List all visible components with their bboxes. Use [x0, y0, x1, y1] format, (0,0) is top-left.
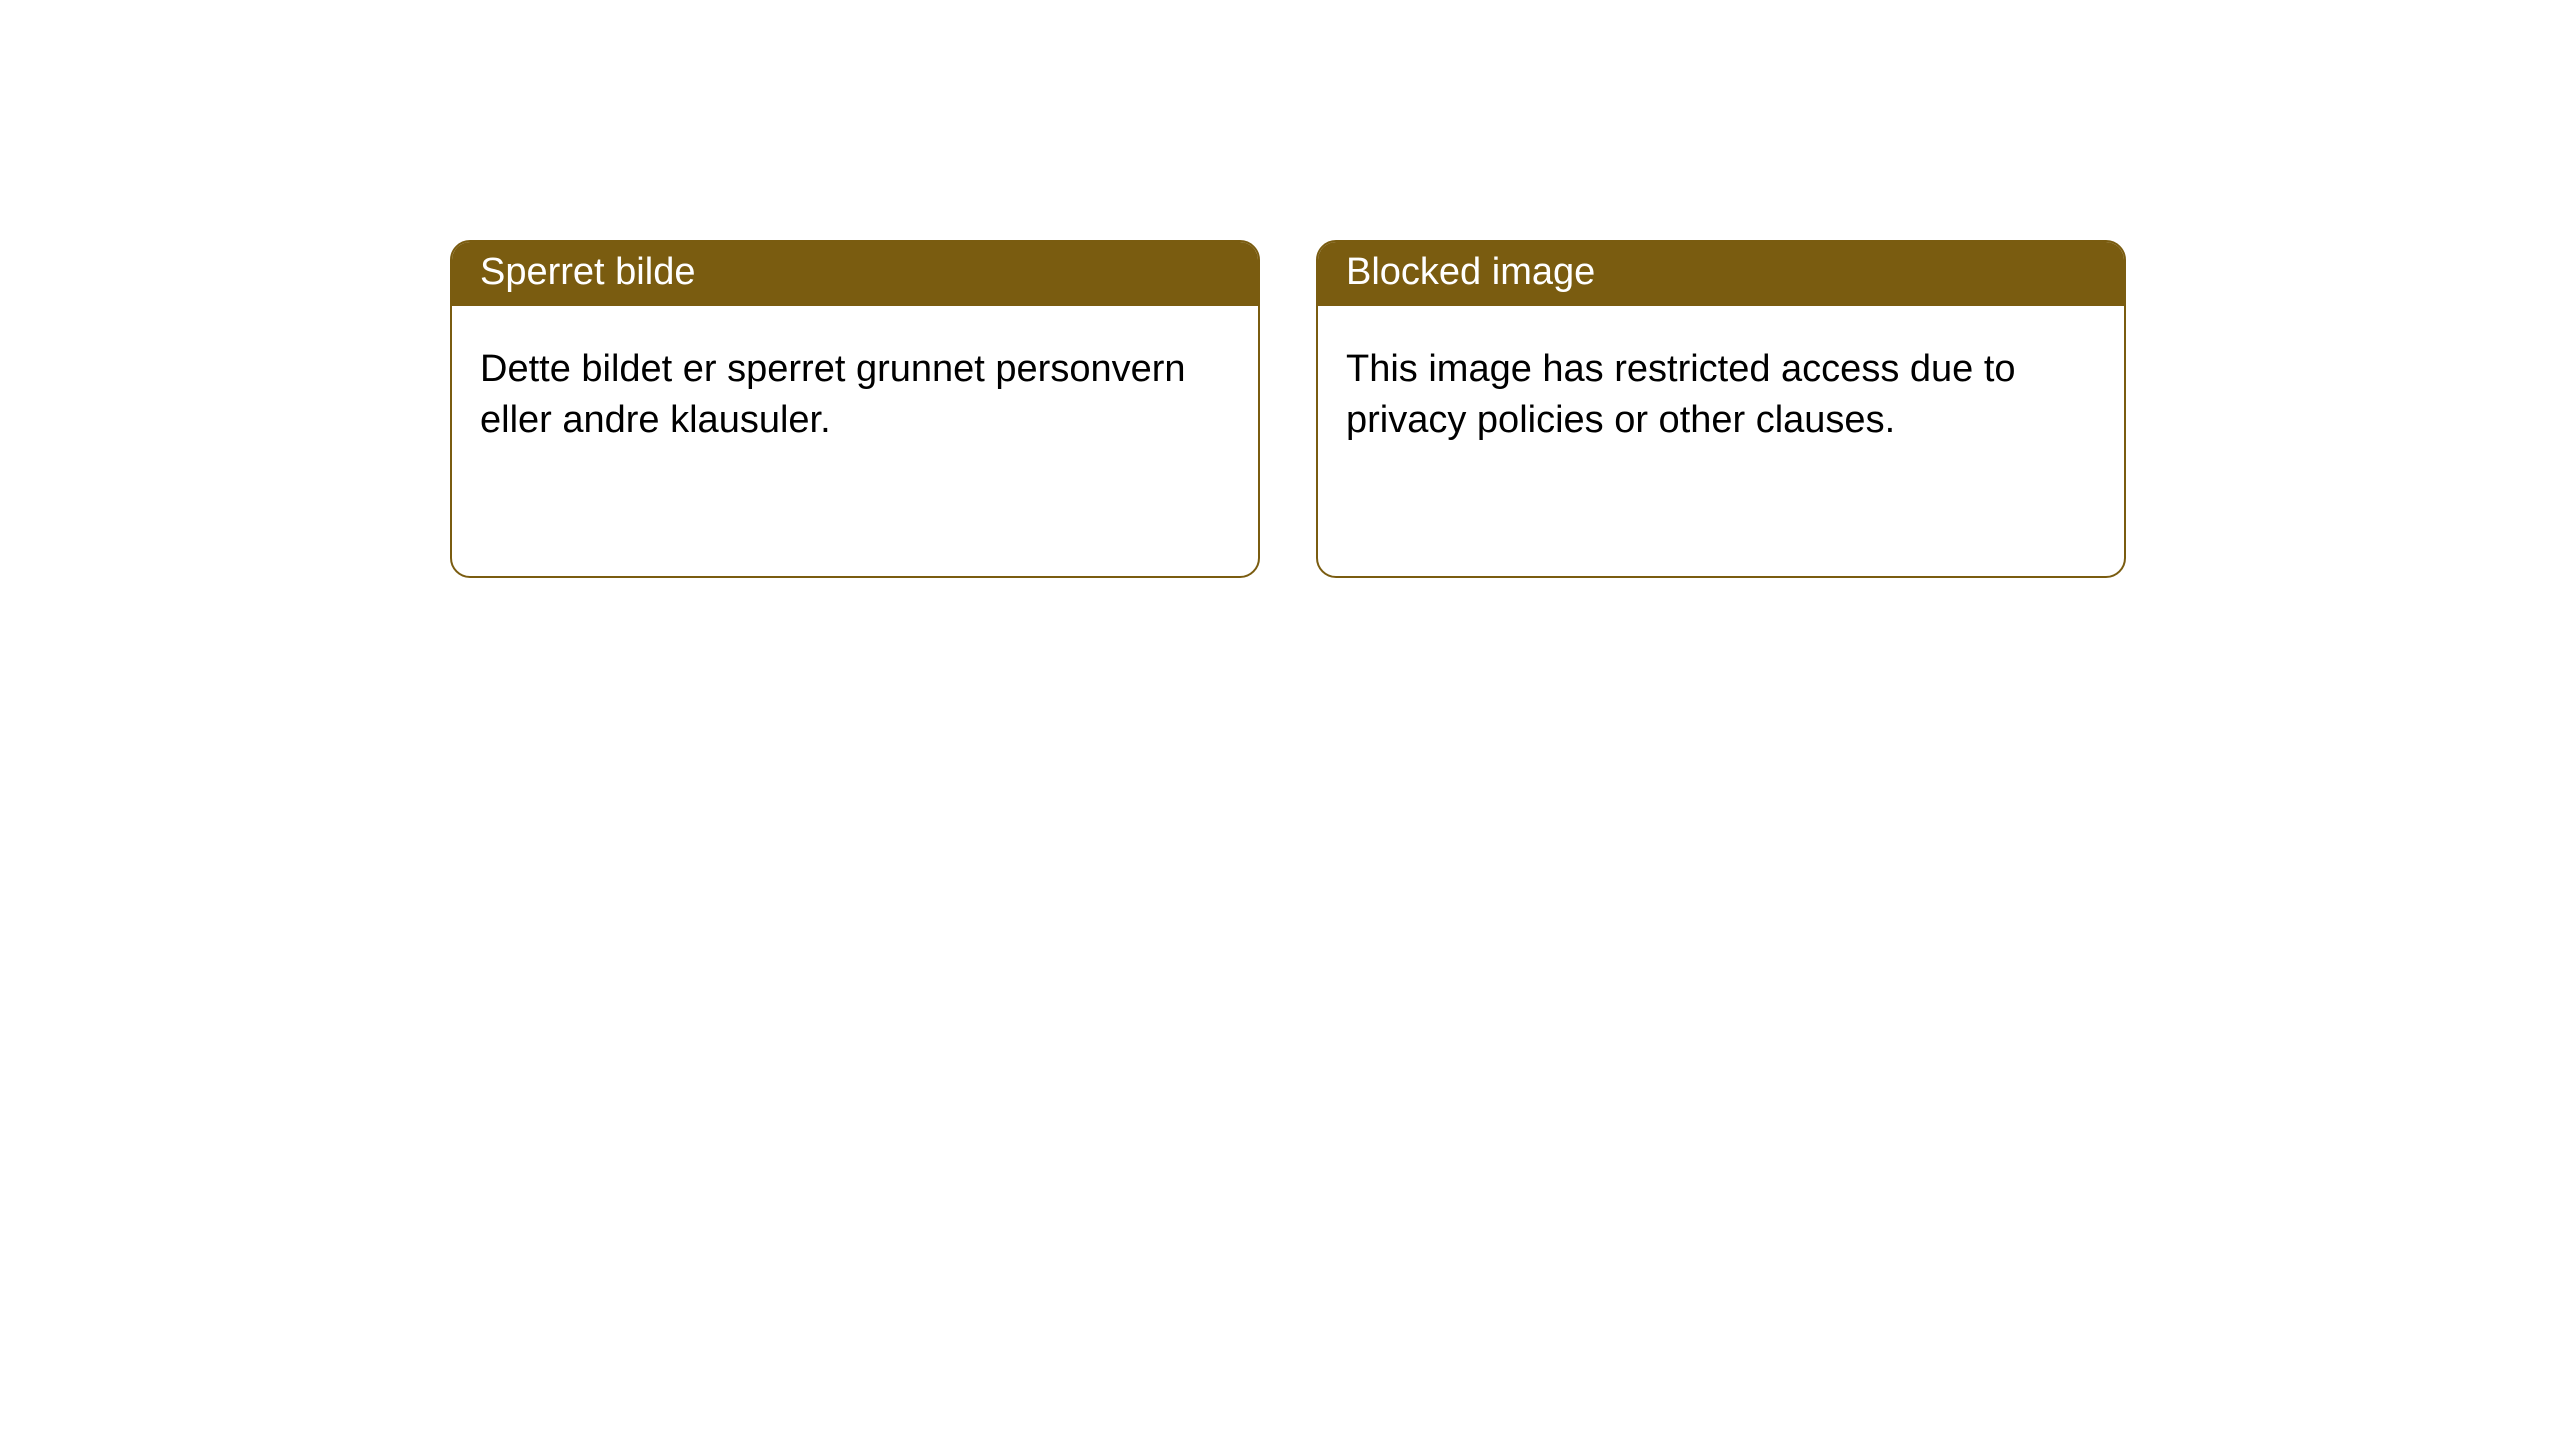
- notice-title-no: Sperret bilde: [452, 242, 1258, 306]
- notices-container: Sperret bilde Dette bildet er sperret gr…: [0, 0, 2560, 578]
- notice-title-en: Blocked image: [1318, 242, 2124, 306]
- notice-message-no: Dette bildet er sperret grunnet personve…: [452, 306, 1258, 475]
- notice-card-no: Sperret bilde Dette bildet er sperret gr…: [450, 240, 1260, 578]
- notice-message-en: This image has restricted access due to …: [1318, 306, 2124, 475]
- notice-card-en: Blocked image This image has restricted …: [1316, 240, 2126, 578]
